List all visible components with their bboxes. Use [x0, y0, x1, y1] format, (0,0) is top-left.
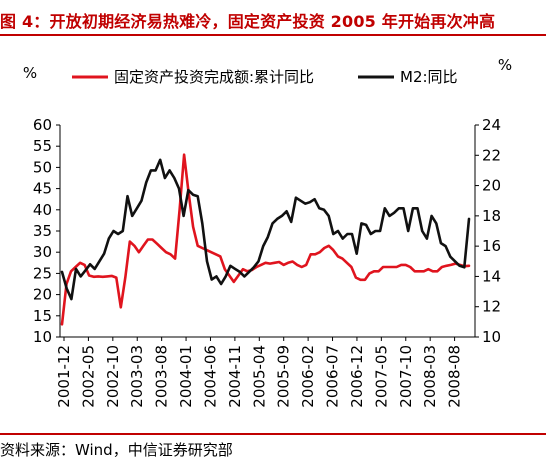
y-tick-label-left: 30	[33, 243, 52, 261]
y-tick-label-left: 15	[33, 307, 52, 325]
x-tick-label: 2001-12	[55, 345, 73, 408]
x-tick-label: 2003-03	[128, 345, 146, 408]
y-tick-label-right: 22	[482, 146, 501, 164]
x-tick-label: 2004-06	[201, 345, 219, 408]
y-tick-label-left: 25	[33, 264, 52, 282]
x-tick-label: 2003-08	[153, 345, 171, 408]
chart-axes: 10 15 20 25 30 35 40 45 50 55 60 10 12 14 16 18 20 22 24%%…	[23, 56, 512, 408]
source-note: 资料来源：Wind，中信证券研究部	[0, 441, 233, 459]
y-tick-label-right: 12	[482, 298, 501, 316]
x-tick-label: 2005-09	[275, 345, 293, 408]
y-tick-label-left: 60	[33, 116, 52, 134]
y-tick-label-right: 16	[482, 237, 501, 255]
left-axis-unit: %	[23, 64, 37, 82]
x-tick-label: 2007-05	[372, 345, 390, 408]
x-tick-label: 2008-03	[421, 345, 439, 408]
x-tick-label: 2007-10	[397, 345, 415, 408]
x-tick-label: 2002-10	[104, 345, 122, 408]
series-line-2	[60, 158, 471, 301]
legend-label-2: M2:同比	[400, 68, 458, 86]
series-line-1	[60, 153, 471, 326]
y-tick-label-left: 20	[33, 286, 52, 304]
x-tick-label: 2006-07	[324, 345, 342, 408]
x-tick-label: 2002-05	[79, 345, 97, 408]
chart-series	[60, 153, 471, 326]
x-tick-label: 2004-01	[177, 345, 195, 408]
legend-label-1: 固定资产投资完成额:累计同比	[114, 68, 314, 86]
right-axis-unit: %	[498, 56, 512, 74]
y-tick-label-left: 10	[33, 328, 52, 346]
x-tick-label: 2006-12	[348, 345, 366, 408]
x-tick-label: 2008-08	[446, 345, 464, 408]
y-tick-label-right: 20	[482, 177, 501, 195]
y-tick-label-left: 50	[33, 158, 52, 176]
y-tick-label-right: 24	[482, 116, 501, 134]
y-tick-label-left: 40	[33, 201, 52, 219]
y-tick-label-right: 18	[482, 207, 501, 225]
y-tick-label-right: 14	[482, 267, 501, 285]
x-tick-label: 2005-04	[250, 345, 268, 408]
y-tick-label-left: 35	[33, 222, 52, 240]
figure-title: 图 4：开放初期经济易热难冷，固定资产投资 2005 年开始再次冲高	[0, 12, 496, 31]
y-tick-label-left: 55	[33, 137, 52, 155]
chart-legend: 固定资产投资完成额:累计同比 M2:同比	[72, 68, 458, 86]
footer-divider	[0, 433, 546, 435]
y-tick-label-right: 10	[482, 328, 501, 346]
x-tick-label: 2004-11	[226, 345, 244, 408]
x-tick-label: 2006-02	[299, 345, 317, 408]
title-divider	[0, 34, 546, 36]
y-tick-label-left: 45	[33, 180, 52, 198]
